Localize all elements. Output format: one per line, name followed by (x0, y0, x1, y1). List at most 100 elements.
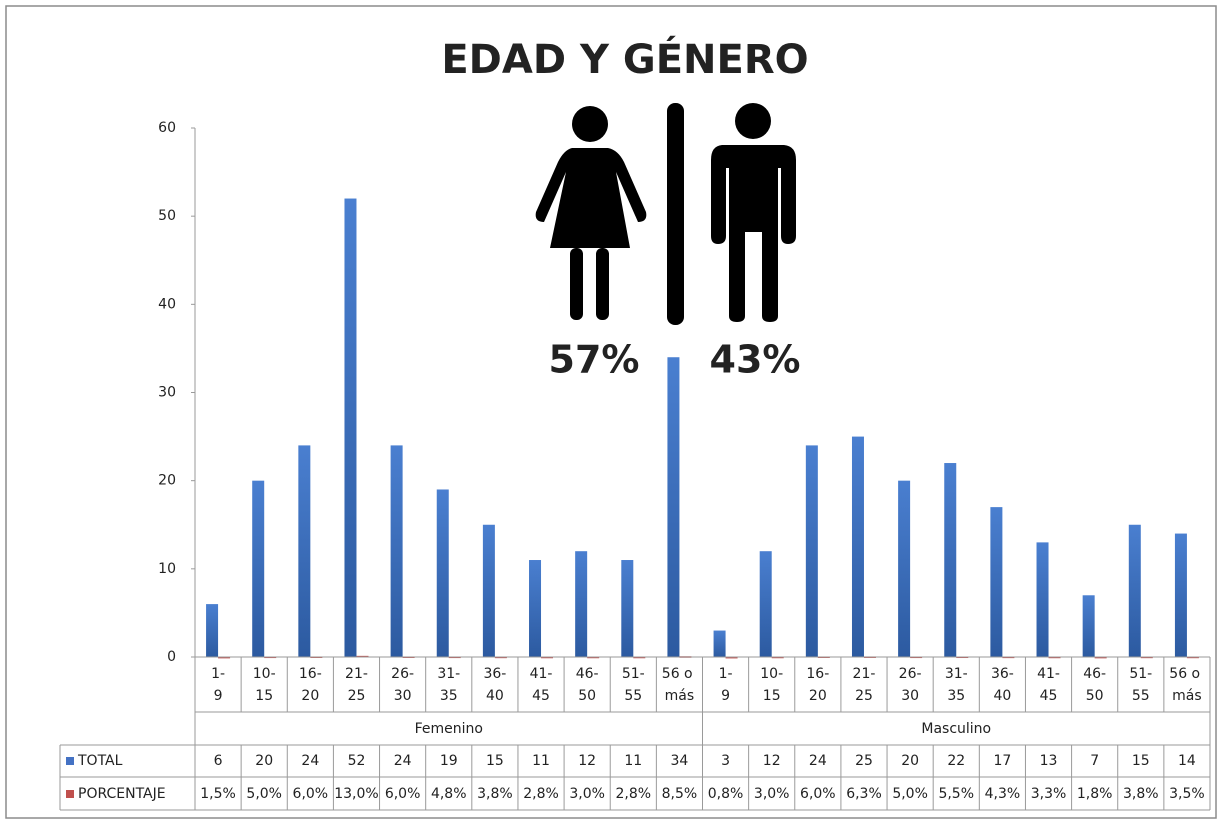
x-tick-label: 46-50 (576, 666, 599, 704)
bar (206, 604, 219, 657)
table-value: 3,8% (1123, 786, 1159, 802)
table-value: 20 (901, 753, 919, 769)
bar (990, 507, 1003, 657)
table-value: 11 (624, 753, 642, 769)
table-value: 5,5% (938, 786, 974, 802)
table-value: 11 (532, 753, 550, 769)
table-value: 3,8% (477, 786, 513, 802)
table-value: 5,0% (892, 786, 928, 802)
y-tick-label: 0 (167, 649, 176, 665)
chart-title: EDAD Y GÉNERO (441, 35, 808, 83)
legend-label: PORCENTAJE (78, 786, 166, 802)
table-value: 3 (721, 753, 730, 769)
table-value: 6,0% (293, 786, 329, 802)
table-value: 4,3% (985, 786, 1021, 802)
bar (541, 656, 554, 659)
bar (759, 551, 772, 657)
x-tick-label: 41-45 (530, 666, 553, 704)
x-tick-label: 36-40 (991, 666, 1014, 704)
bar (482, 524, 495, 657)
bar (713, 630, 726, 657)
table-value: 24 (301, 753, 319, 769)
x-tick-label: 10-15 (760, 666, 783, 704)
x-tick-label: 51-55 (1129, 666, 1152, 704)
y-tick-label: 50 (158, 208, 176, 224)
table-value: 1,8% (1077, 786, 1113, 802)
bar (575, 551, 588, 657)
bar (436, 489, 449, 657)
x-tick-label: 1-9 (719, 666, 733, 704)
table-value: 6,3% (846, 786, 882, 802)
table-value: 2,8% (616, 786, 652, 802)
x-tick-label: 51-55 (622, 666, 645, 704)
table-value: 12 (578, 753, 596, 769)
bar (1094, 656, 1107, 659)
table-value: 3,3% (1031, 786, 1067, 802)
x-tick-label: 10-15 (253, 666, 276, 704)
legend-swatch (66, 757, 74, 765)
table-value: 3,0% (569, 786, 605, 802)
bar (298, 445, 311, 657)
table-value: 4,8% (431, 786, 467, 802)
x-tick-label: 41-45 (1037, 666, 1060, 704)
bar (944, 463, 957, 657)
bar (725, 656, 738, 659)
table-value: 25 (855, 753, 873, 769)
bar (1128, 524, 1141, 657)
y-tick-label: 10 (158, 561, 176, 577)
table-value: 15 (486, 753, 504, 769)
table-value: 5,0% (246, 786, 282, 802)
annotation: 57% (549, 338, 640, 382)
table-value: 20 (255, 753, 273, 769)
divider (667, 103, 684, 325)
x-tick-label: 1-9 (211, 666, 225, 704)
y-tick-label: 60 (158, 120, 176, 136)
table-value: 3,5% (1169, 786, 1205, 802)
bar (805, 445, 818, 657)
bar (667, 357, 680, 657)
table-value: 17 (993, 753, 1011, 769)
table-value: 14 (1178, 753, 1196, 769)
bar (633, 656, 646, 659)
legend-swatch (66, 790, 74, 798)
y-tick-label: 30 (158, 385, 176, 401)
x-tick-label: 16-20 (806, 666, 829, 704)
group-label: Masculino (921, 721, 991, 737)
chart-border (5, 5, 1217, 819)
x-tick-label: 46-50 (1083, 666, 1106, 704)
x-tick-label: 31-35 (945, 666, 968, 704)
woman-icon (535, 106, 647, 320)
table-value: 6,0% (385, 786, 421, 802)
table-value: 7 (1090, 753, 1099, 769)
bar (344, 198, 357, 658)
table-value: 1,5% (200, 786, 236, 802)
bar (1082, 595, 1095, 657)
table-value: 19 (440, 753, 458, 769)
x-tick-label: 26-30 (391, 666, 414, 704)
man-icon (711, 103, 796, 322)
table-value: 24 (809, 753, 827, 769)
x-tick-label: 56 o más (1169, 666, 1204, 704)
table-value: 6,0% (800, 786, 836, 802)
x-tick-label: 21-25 (853, 666, 876, 704)
bar (252, 480, 265, 657)
table-value: 0,8% (708, 786, 744, 802)
table-value: 13,0% (334, 786, 378, 802)
table-value: 12 (763, 753, 781, 769)
bar (898, 480, 911, 657)
x-tick-label: 56 o más (662, 666, 697, 704)
table-value: 3,0% (754, 786, 790, 802)
bar (1036, 542, 1049, 657)
table-value: 13 (1040, 753, 1058, 769)
annotation: 43% (710, 338, 801, 382)
y-tick-label: 20 (158, 473, 176, 489)
table-value: 15 (1132, 753, 1150, 769)
table-value: 2,8% (523, 786, 559, 802)
bar (851, 436, 864, 657)
x-tick-label: 36-40 (483, 666, 506, 704)
table-value: 34 (671, 753, 689, 769)
y-tick-label: 40 (158, 296, 176, 312)
bar (1174, 533, 1187, 657)
bar (621, 560, 634, 657)
